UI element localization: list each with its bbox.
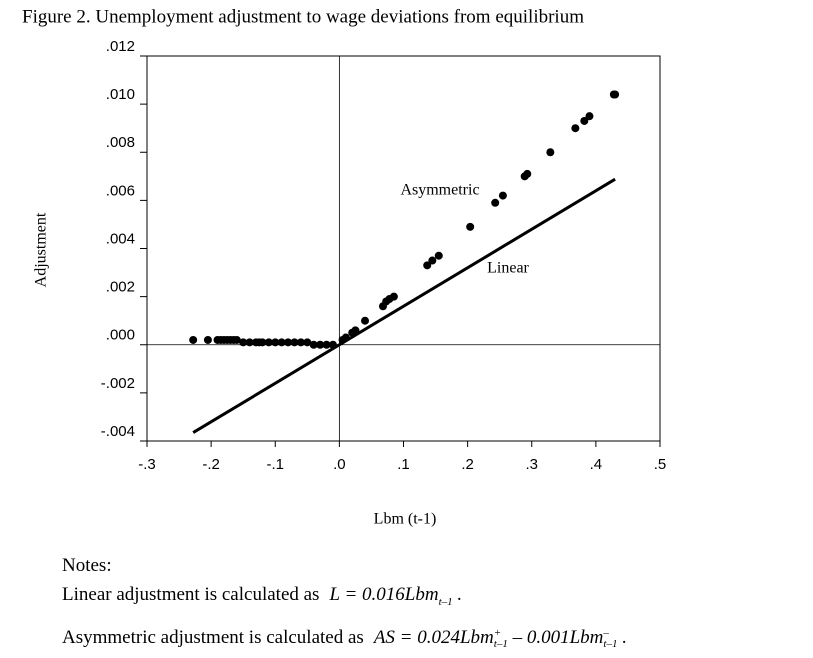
y-tick-label: .002 (106, 279, 135, 296)
data-point (571, 124, 580, 133)
data-point (580, 116, 589, 125)
data-point (423, 261, 432, 270)
y-axis-label: Adjustment (33, 212, 50, 287)
formula-text: AS = 0.024Lbm (373, 627, 494, 648)
y-tick-label: .000 (106, 327, 135, 344)
y-tick-label: .004 (106, 230, 135, 247)
data-point (309, 340, 318, 349)
note-text: Linear adjustment is calculated as (62, 584, 320, 605)
subscript: t–1 (438, 596, 453, 608)
x-tick-label: .0 (333, 456, 346, 473)
formula-text: – 0.001Lbm (507, 627, 604, 648)
x-tick-label: .5 (654, 456, 667, 473)
x-tick-label: .4 (590, 456, 603, 473)
y-tick-label: .010 (106, 86, 135, 103)
plot-frame (146, 55, 661, 442)
formula-text: L = 0.016Lbm (329, 584, 439, 605)
data-point (203, 335, 212, 344)
data-point (491, 198, 500, 207)
superscript: + (493, 626, 502, 639)
x-tick-label: .3 (525, 456, 538, 473)
formula-index: + t–1 (493, 626, 508, 650)
x-tick-label: .2 (461, 456, 474, 473)
subscript: t–1 (493, 637, 508, 650)
data-point (239, 338, 248, 347)
formula-text: . (452, 584, 463, 605)
data-point (316, 340, 325, 349)
note-line: Asymmetric adjustment is calculated as AS… (62, 623, 627, 652)
linear-fit-line (192, 177, 616, 434)
data-point (523, 169, 532, 178)
formula: AS = 0.024Lbm + t–1 – 0.001Lbm – t–1 . (373, 626, 627, 650)
data-point (585, 112, 594, 121)
chart: Figure 2. Unemployment adjustment to wag… (22, 6, 667, 528)
data-point (428, 256, 437, 265)
x-tick-label: .1 (397, 456, 410, 473)
x-axis-label: Lbm (t-1) (374, 511, 437, 528)
chart-title: Figure 2. Unemployment adjustment to wag… (22, 6, 584, 27)
y-tick-label: .008 (106, 134, 135, 151)
data-point (466, 222, 475, 231)
data-point (189, 335, 198, 344)
formula: L = 0.016Lbmt–1 . (329, 584, 463, 608)
data-point (303, 338, 312, 347)
data-point (546, 148, 555, 157)
subscript: t–1 (603, 637, 618, 650)
data-point (611, 90, 620, 99)
data-point (498, 191, 507, 200)
data-point (389, 292, 398, 301)
data-point (434, 251, 443, 260)
y-tick-label: .012 (106, 38, 135, 55)
annotation: Linear (487, 260, 529, 277)
data-point (296, 338, 305, 347)
notes-heading: Notes: (62, 555, 112, 576)
data-point (271, 338, 280, 347)
note-text: Asymmetric adjustment is calculated as (62, 627, 364, 648)
data-point (232, 335, 241, 344)
note-line: Linear adjustment is calculated as L = 0.… (62, 580, 627, 617)
data-point (290, 338, 299, 347)
data-point (322, 340, 331, 349)
data-point (264, 338, 273, 347)
formula-index: – t–1 (603, 626, 618, 650)
x-tick-label: -.1 (266, 456, 284, 473)
annotation: Asymmetric (400, 182, 479, 199)
data-point (284, 338, 293, 347)
data-point (245, 338, 254, 347)
y-tick-label: -.002 (101, 375, 135, 392)
data-point (258, 338, 267, 347)
y-tick-label: -.004 (101, 423, 135, 440)
data-point (361, 316, 370, 325)
data-point (277, 338, 286, 347)
superscript: – (603, 626, 609, 639)
formula-text: . (617, 627, 627, 648)
x-tick-label: -.2 (202, 456, 220, 473)
notes: Notes: Linear adjustment is calculated a… (62, 551, 627, 652)
y-tick-label: .006 (106, 182, 135, 199)
x-tick-label: -.3 (138, 456, 156, 473)
